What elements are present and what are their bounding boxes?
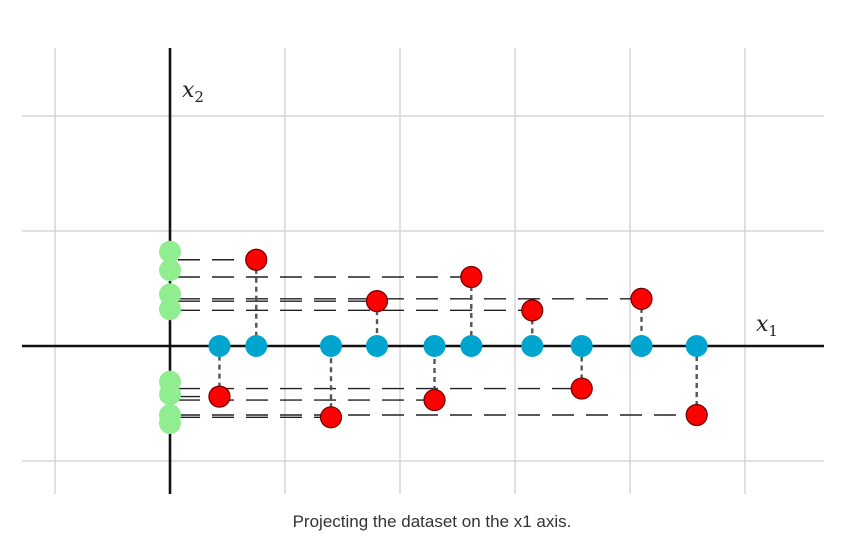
projected-point-x1 <box>366 335 388 357</box>
data-point <box>685 403 708 427</box>
data-point <box>423 388 446 412</box>
x-axis-label: x1 <box>756 312 778 340</box>
axes <box>22 48 824 494</box>
projected-point-x1 <box>320 335 342 357</box>
projected-point-x1 <box>521 335 544 357</box>
data-point <box>570 377 593 400</box>
projected-point-x1 <box>630 335 653 357</box>
y-axis-label: x2 <box>182 78 204 106</box>
data-point <box>319 406 343 429</box>
data-point <box>521 299 544 322</box>
projection-figure: x2 x1 <box>22 48 824 494</box>
projected-point-x2 <box>159 259 181 282</box>
data-point <box>245 248 268 271</box>
projected-point-x1 <box>685 335 708 357</box>
projected-point-x1 <box>570 335 593 357</box>
data-point <box>460 265 483 289</box>
projected-point-x2 <box>159 412 181 435</box>
projected-point-x2 <box>159 298 181 321</box>
projected-point-x1 <box>208 335 231 357</box>
data-marks <box>159 240 708 435</box>
data-point <box>630 287 653 310</box>
projected-point-x2 <box>159 383 181 406</box>
projected-point-x2 <box>159 240 181 263</box>
grid <box>22 48 824 494</box>
projected-point-x1 <box>460 335 483 357</box>
figure-caption: Projecting the dataset on the x1 axis. <box>292 512 572 531</box>
data-point <box>365 290 389 313</box>
projected-point-x1 <box>245 335 268 357</box>
projected-point-x1 <box>423 335 446 357</box>
data-point <box>208 385 231 408</box>
